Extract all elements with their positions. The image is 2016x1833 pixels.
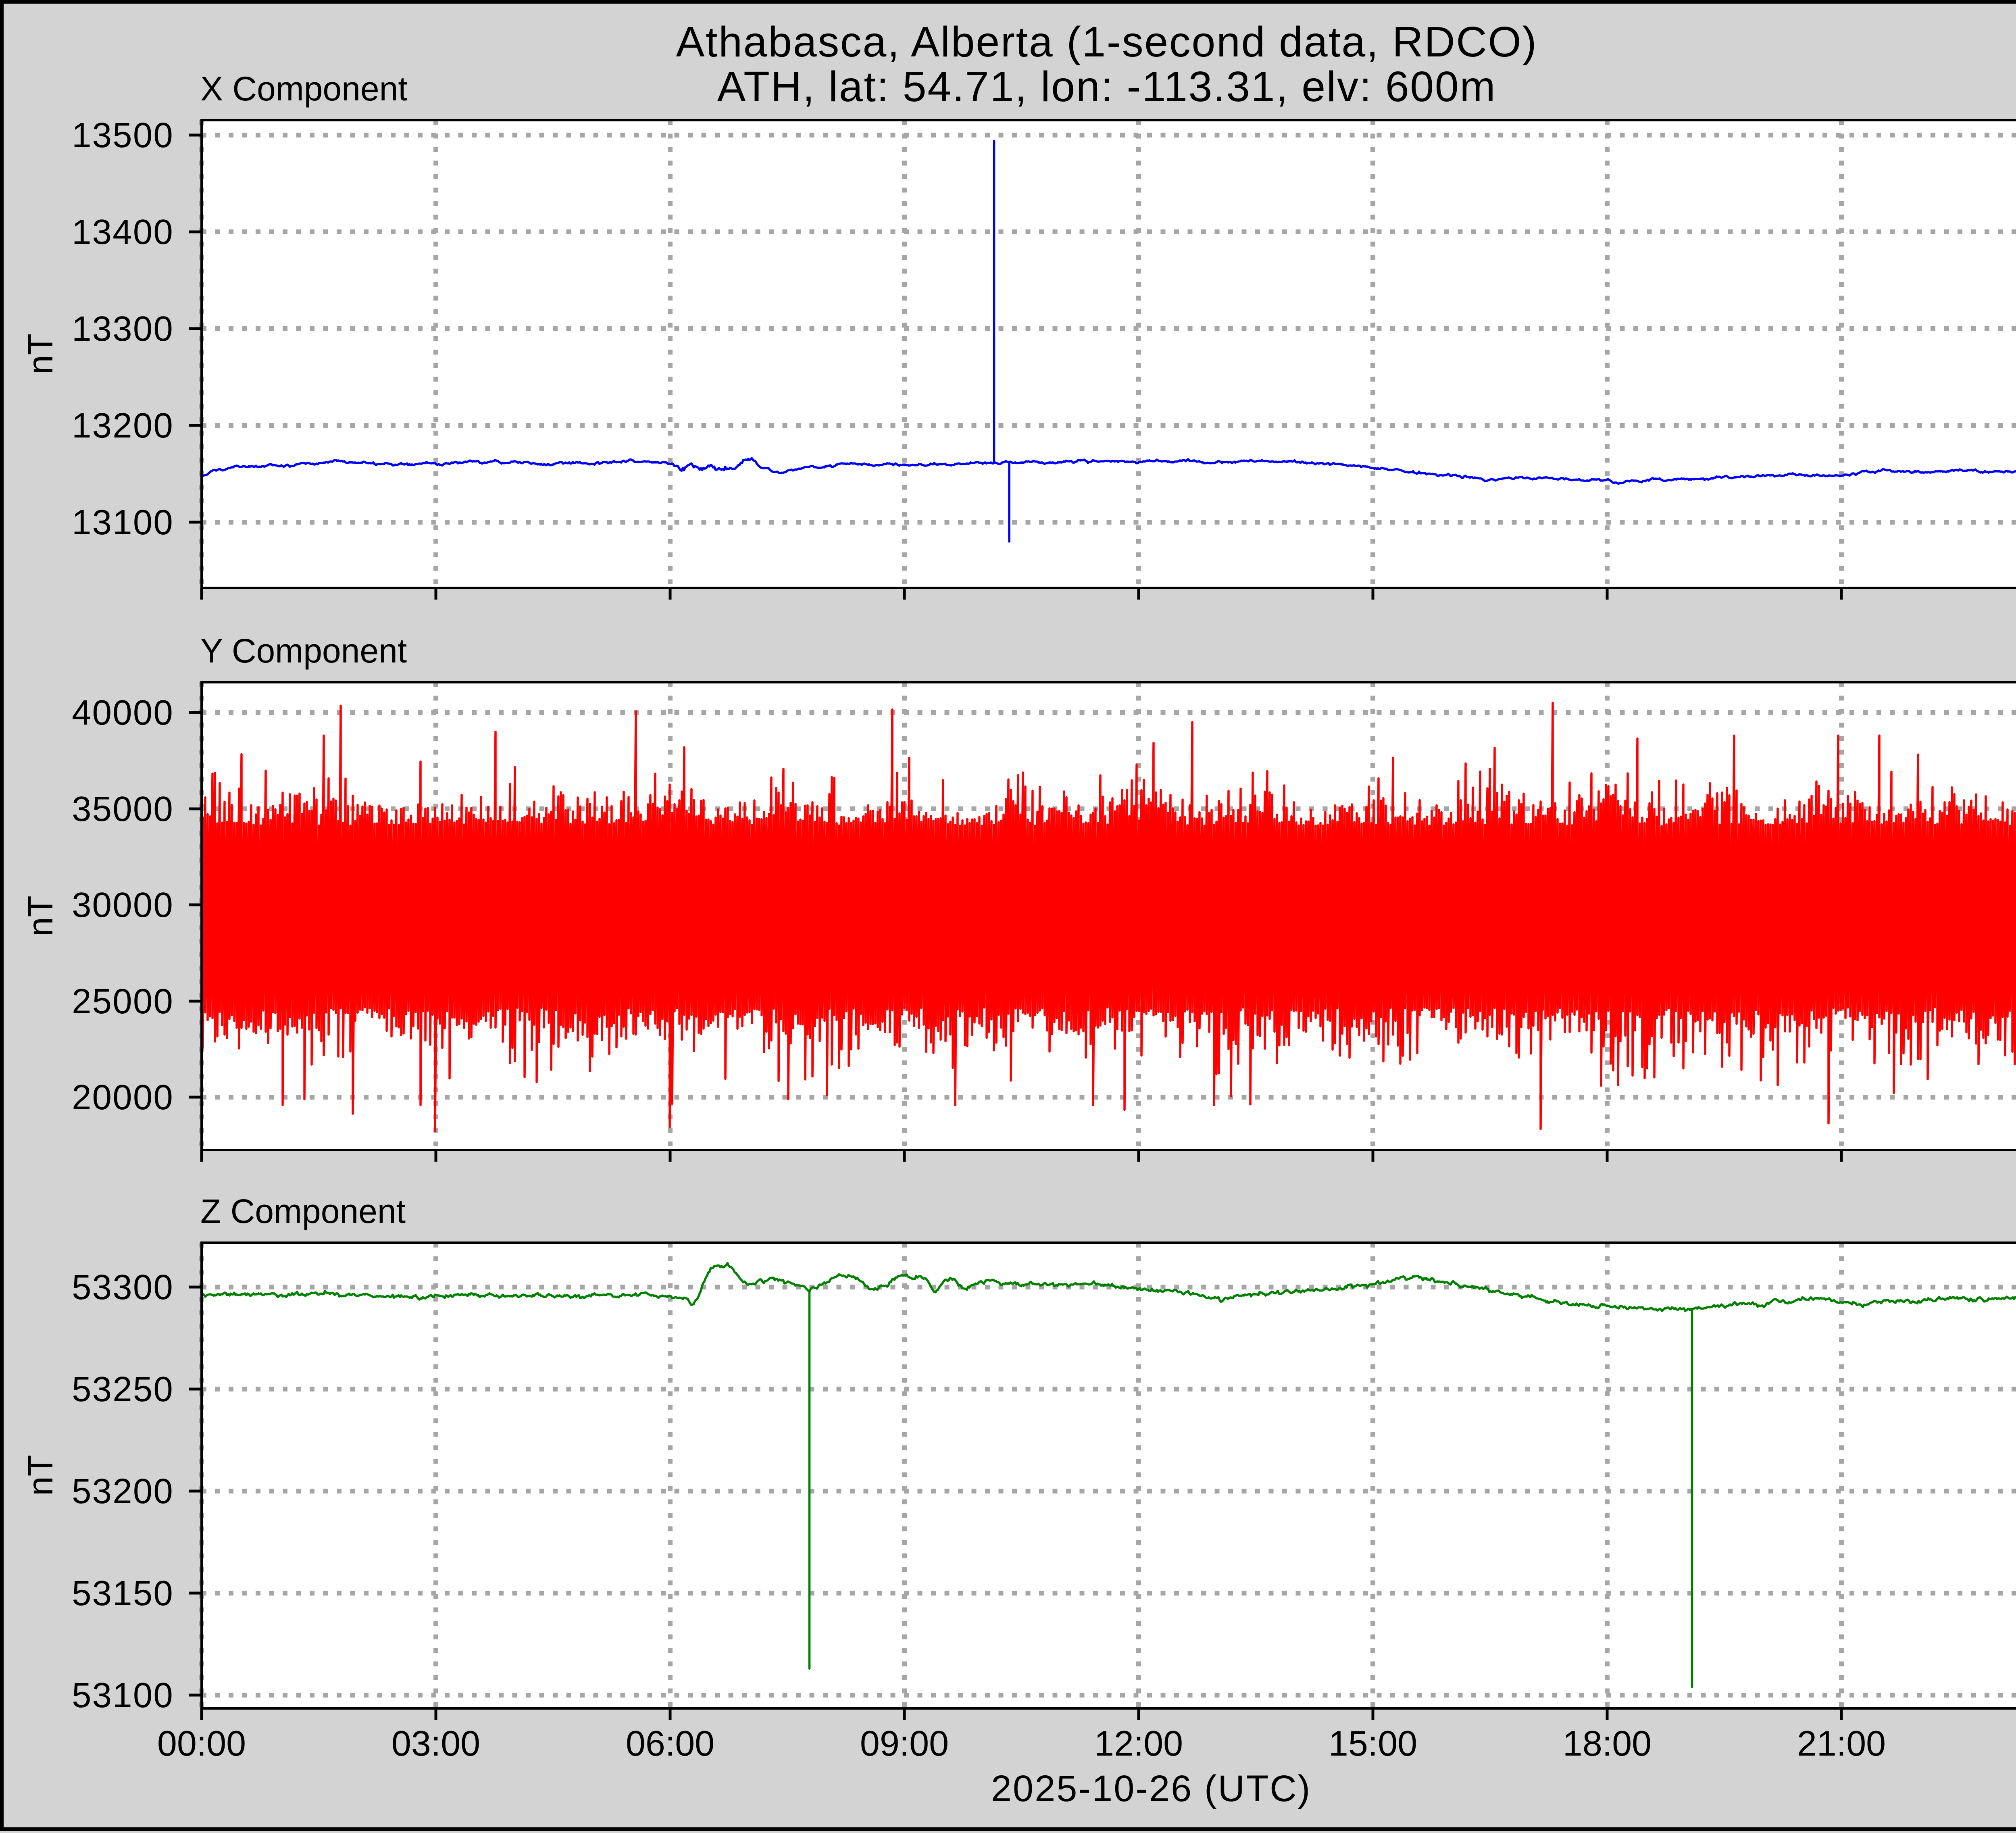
svg-text:13300: 13300 bbox=[72, 309, 174, 348]
svg-text:nT: nT bbox=[21, 333, 60, 375]
svg-text:09:00: 09:00 bbox=[860, 1723, 949, 1763]
svg-text:20000: 20000 bbox=[72, 1078, 174, 1117]
svg-text:nT: nT bbox=[21, 1455, 60, 1496]
svg-text:ATH, lat: 54.71, lon: -113.31,: ATH, lat: 54.71, lon: -113.31, elv: 600m bbox=[717, 63, 1497, 110]
svg-text:53150: 53150 bbox=[72, 1574, 174, 1613]
svg-text:12:00: 12:00 bbox=[1094, 1723, 1183, 1763]
svg-text:00:00: 00:00 bbox=[157, 1723, 246, 1763]
svg-text:03:00: 03:00 bbox=[392, 1723, 480, 1763]
svg-text:Z Component: Z Component bbox=[200, 1192, 406, 1230]
svg-text:30000: 30000 bbox=[72, 885, 174, 925]
svg-text:Athabasca, Alberta (1-second d: Athabasca, Alberta (1-second data, RDCO) bbox=[676, 18, 1538, 66]
svg-text:nT: nT bbox=[21, 896, 60, 937]
svg-text:25000: 25000 bbox=[72, 982, 174, 1021]
svg-text:13400: 13400 bbox=[72, 212, 174, 252]
svg-text:Y Component: Y Component bbox=[200, 632, 407, 670]
svg-text:06:00: 06:00 bbox=[626, 1723, 714, 1763]
svg-text:53300: 53300 bbox=[72, 1268, 174, 1307]
svg-text:13200: 13200 bbox=[72, 406, 174, 445]
svg-text:15:00: 15:00 bbox=[1329, 1723, 1417, 1763]
svg-text:53250: 53250 bbox=[72, 1370, 174, 1409]
svg-text:X Component: X Component bbox=[200, 70, 408, 108]
svg-text:2025-10-26 (UTC): 2025-10-26 (UTC) bbox=[991, 1768, 1312, 1809]
svg-text:53100: 53100 bbox=[72, 1676, 174, 1715]
svg-text:40000: 40000 bbox=[72, 693, 174, 732]
svg-text:53200: 53200 bbox=[72, 1472, 174, 1511]
svg-text:18:00: 18:00 bbox=[1563, 1723, 1652, 1763]
svg-text:13100: 13100 bbox=[72, 503, 174, 542]
svg-text:13500: 13500 bbox=[72, 116, 174, 155]
svg-text:35000: 35000 bbox=[72, 789, 174, 829]
svg-text:21:00: 21:00 bbox=[1797, 1723, 1886, 1763]
